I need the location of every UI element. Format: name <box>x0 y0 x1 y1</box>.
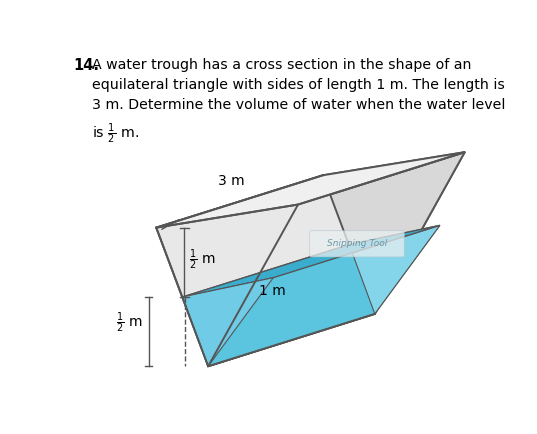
Polygon shape <box>208 225 440 366</box>
Text: A water trough has a cross section in the shape of an
equilateral triangle with : A water trough has a cross section in th… <box>92 58 505 146</box>
Polygon shape <box>183 278 273 366</box>
Polygon shape <box>208 152 465 366</box>
FancyBboxPatch shape <box>310 231 404 257</box>
Text: 1 m: 1 m <box>259 284 286 298</box>
Polygon shape <box>323 152 465 314</box>
Polygon shape <box>156 175 375 366</box>
Polygon shape <box>156 152 465 228</box>
Polygon shape <box>183 245 375 366</box>
Text: 3 m: 3 m <box>218 174 244 187</box>
Text: 14.: 14. <box>74 58 99 73</box>
Text: Snipping Tool: Snipping Tool <box>327 239 387 248</box>
Text: $\frac{1}{2}$ m: $\frac{1}{2}$ m <box>116 311 143 335</box>
Polygon shape <box>349 225 440 314</box>
Text: $\frac{1}{2}$ m: $\frac{1}{2}$ m <box>189 248 215 272</box>
Polygon shape <box>183 225 440 297</box>
